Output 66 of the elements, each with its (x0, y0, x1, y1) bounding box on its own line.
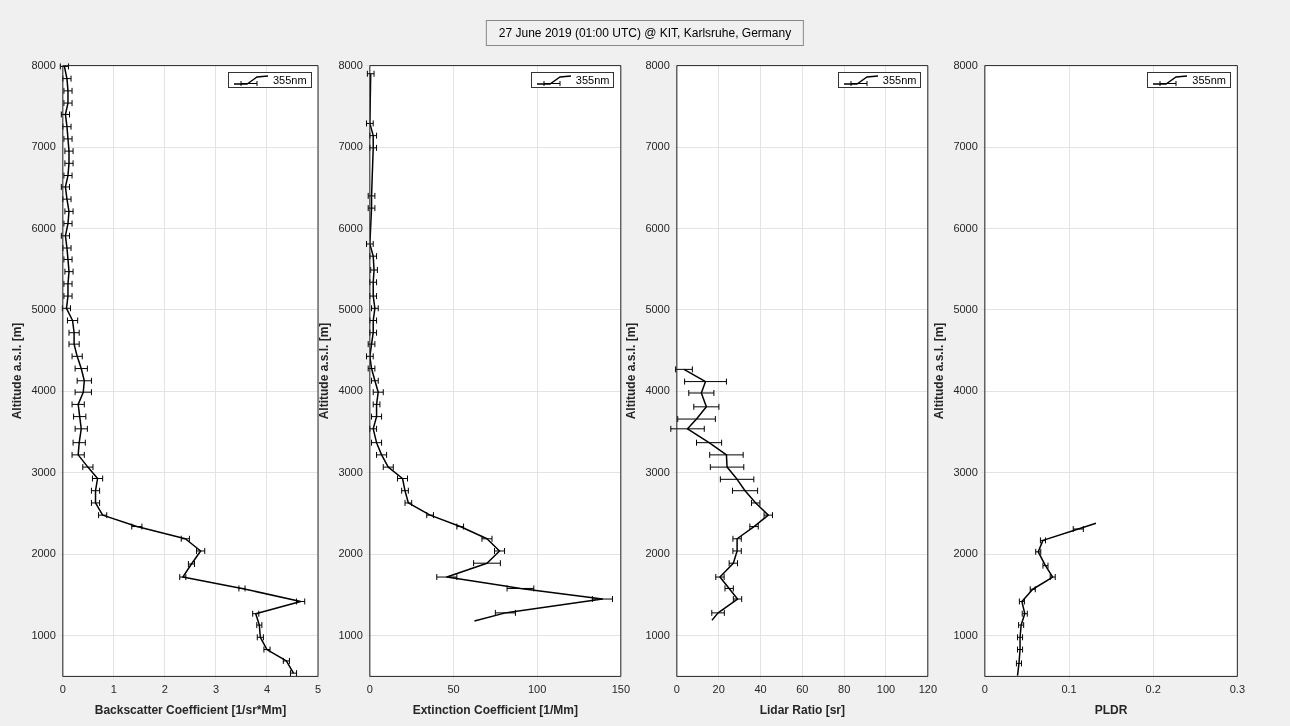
y-tick-label: 3000 (31, 465, 56, 478)
y-tick-label: 5000 (645, 302, 670, 315)
y-tick-label: 1000 (338, 628, 363, 641)
y-tick-label: 1000 (31, 628, 56, 641)
y-tick-label: 3000 (338, 465, 363, 478)
y-tick-label: 1000 (953, 628, 978, 641)
x-tick-label: 120 (918, 683, 937, 696)
x-axis-title: Backscatter Coefficient [1/sr*Mm] (94, 703, 287, 718)
y-tick-label: 5000 (31, 302, 56, 315)
x-tick-label: 80 (838, 683, 851, 696)
y-tick-label: 6000 (953, 221, 978, 234)
x-tick-label: 60 (796, 683, 809, 696)
x-tick-label: 0.2 (1145, 683, 1161, 696)
y-tick-label: 2000 (31, 547, 56, 560)
x-axis-title: PLDR (1094, 703, 1128, 718)
y-tick-label: 6000 (31, 221, 56, 234)
legend-label: 355nm (882, 73, 917, 86)
x-tick-label: 3 (212, 683, 220, 696)
x-tick-label: 4 (263, 683, 271, 696)
x-tick-label: 20 (712, 683, 725, 696)
y-tick-label: 5000 (953, 302, 978, 315)
chart-title: 27 June 2019 (01:00 UTC) @ KIT, Karlsruhe, Germany (485, 20, 805, 46)
x-axis-title: Extinction Coefficient [1/Mm] (412, 703, 579, 718)
y-tick-label: 7000 (31, 140, 56, 153)
y-tick-label: 1000 (645, 628, 670, 641)
x-axis-title: Lidar Ratio [sr] (759, 703, 846, 718)
y-tick-label: 5000 (338, 302, 363, 315)
y-tick-label: 7000 (645, 140, 670, 153)
y-axis-title: Altitude a.s.l. [m] (931, 322, 946, 420)
x-tick-label: 0 (673, 683, 680, 696)
y-tick-label: 4000 (338, 384, 363, 397)
x-tick-label: 0.3 (1229, 683, 1245, 696)
x-tick-label: 1 (110, 683, 117, 696)
x-tick-label: 0.1 (1061, 683, 1077, 696)
y-tick-label: 4000 (953, 384, 978, 397)
y-tick-label: 3000 (953, 465, 978, 478)
y-tick-label: 4000 (31, 384, 56, 397)
legend-label: 355nm (273, 73, 307, 86)
legend-label: 355nm (575, 73, 610, 86)
y-tick-label: 6000 (645, 221, 670, 234)
y-axis-title: Altitude a.s.l. [m] (623, 322, 638, 420)
legend-label: 355nm (1192, 73, 1226, 86)
y-axis-title: Altitude a.s.l. [m] (9, 322, 24, 420)
x-tick-label: 50 (447, 683, 460, 696)
y-tick-label: 8000 (31, 58, 56, 71)
x-tick-label: 0 (59, 683, 66, 696)
y-tick-label: 6000 (338, 221, 363, 234)
y-tick-label: 7000 (953, 140, 978, 153)
y-tick-label: 2000 (953, 547, 978, 560)
x-tick-label: 40 (754, 683, 767, 696)
y-axis-title: Altitude a.s.l. [m] (316, 322, 331, 420)
y-tick-label: 8000 (645, 58, 670, 71)
x-tick-label: 0 (366, 683, 373, 696)
y-tick-label: 2000 (645, 547, 670, 560)
x-tick-label: 2 (161, 683, 168, 696)
y-tick-label: 8000 (338, 58, 363, 71)
y-tick-label: 8000 (953, 58, 978, 71)
y-tick-label: 3000 (645, 465, 670, 478)
x-tick-label: 100 (527, 683, 547, 696)
x-tick-label: 5 (314, 683, 322, 696)
y-tick-label: 4000 (645, 384, 670, 397)
x-tick-label: 150 (611, 683, 630, 696)
y-tick-label: 7000 (338, 140, 363, 153)
y-tick-label: 2000 (338, 547, 363, 560)
x-tick-label: 0 (981, 683, 988, 696)
x-tick-label: 100 (876, 683, 896, 696)
